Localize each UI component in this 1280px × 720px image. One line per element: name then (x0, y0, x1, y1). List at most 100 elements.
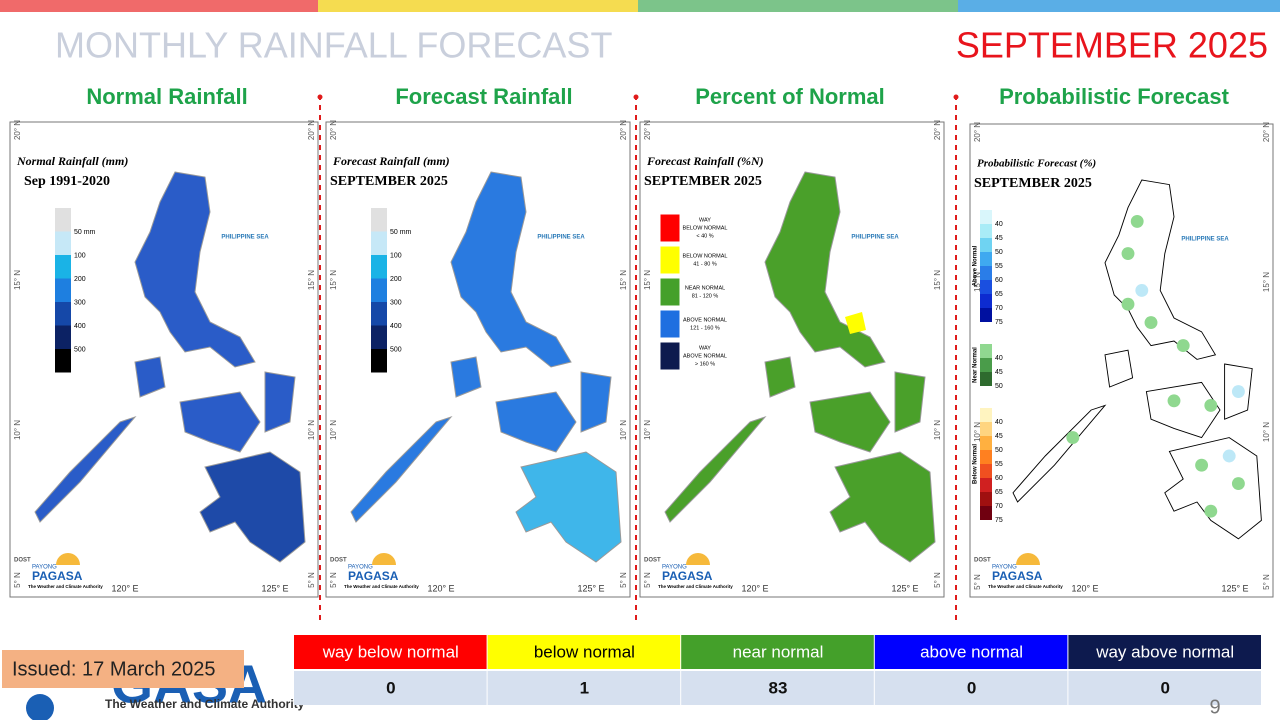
lat-label: 20° N (329, 120, 338, 140)
legend-label: 45 (995, 369, 1003, 376)
legend-label: 300 (74, 299, 86, 306)
lon-label: 125° E (891, 583, 918, 593)
lat-label: 10° N (307, 420, 316, 440)
legend-label: 500 (74, 346, 86, 353)
lat-label: 10° N (643, 420, 652, 440)
lat-label: 10° N (619, 420, 628, 440)
legend-swatch (980, 280, 992, 294)
lat-label: 5° N (619, 572, 628, 588)
logo-tagline: The Weather and Climate Authority (28, 584, 103, 589)
legend-label: 70 (995, 305, 1003, 312)
legend-swatch (980, 372, 992, 386)
legend-label: > 160 % (695, 361, 715, 367)
legend-label: BELOW NORMAL (683, 225, 728, 231)
island (829, 451, 936, 563)
lat-label: 5° N (933, 572, 942, 588)
legend-label: BELOW NORMAL (683, 253, 728, 259)
legend-label: 300 (390, 299, 402, 306)
logo-mark (26, 694, 54, 720)
table-header-cell (294, 635, 487, 669)
lat-label: 20° N (933, 120, 942, 140)
island (580, 371, 612, 433)
legend-label: 65 (995, 489, 1003, 496)
lat-label: 15° N (973, 272, 982, 292)
legend-swatch (659, 213, 681, 243)
lat-label: 15° N (619, 270, 628, 290)
island (764, 356, 796, 398)
legend-swatch (980, 210, 992, 224)
lat-label: 15° N (933, 270, 942, 290)
island (199, 451, 306, 563)
month: SEPTEMBER 2025 (956, 25, 1268, 66)
lat-label: 10° N (13, 420, 22, 440)
table-value: 0 (1160, 678, 1169, 697)
legend-swatch (659, 245, 681, 275)
table-cell (1068, 671, 1261, 705)
sea-label: PHILIPPINE SEA (1181, 237, 1229, 243)
legend-label: 75 (995, 319, 1003, 326)
sea-label: PHILIPPINE SEA (537, 235, 585, 241)
probability-dot (1222, 449, 1236, 463)
legend-swatch (980, 238, 992, 252)
issued: Issued: 17 March 2025 (12, 658, 215, 680)
legend-swatch (980, 478, 992, 492)
legend-swatch (371, 231, 387, 255)
lat-label: 5° N (1262, 574, 1271, 590)
panel-heading: Forecast Rainfall (395, 84, 572, 109)
island (1012, 404, 1107, 503)
top-bar (318, 0, 638, 12)
island (350, 415, 453, 523)
map (350, 171, 622, 563)
lat-label: 20° N (13, 120, 22, 140)
lat-label: 10° N (973, 422, 982, 442)
probability-dot (1195, 458, 1209, 472)
map-title: Forecast Rainfall (%N) (646, 154, 764, 168)
map-panel: 20° N 20° N 15° N 15° N 10° N 10° N 5° N 5° N 12… (9, 120, 319, 598)
lat-label: 20° N (1262, 122, 1271, 142)
map-title: Probabilistic Forecast (%) (977, 158, 1096, 170)
probability-dot (1121, 297, 1135, 311)
logo-brand: DOST (330, 558, 347, 564)
map (34, 171, 306, 563)
island (764, 171, 886, 368)
legend-label: 60 (995, 277, 1003, 284)
lat-label: 5° N (329, 572, 338, 588)
lon-label: 125° E (577, 583, 604, 593)
logo-sub: PAYONG (662, 565, 687, 571)
probability-dot (1176, 339, 1190, 353)
probability-dot (1066, 431, 1080, 445)
lon-label: 120° E (427, 583, 454, 593)
top-bar (958, 0, 1280, 12)
map-panel: 20° N 20° N 15° N 15° N 10° N 10° N 5° N 5° N 12… (639, 120, 945, 598)
lat-label: 15° N (329, 270, 338, 290)
legend-swatch (980, 422, 992, 436)
probability-dot (1204, 504, 1218, 518)
logo-name: PAGASA (662, 569, 713, 583)
legend-swatch (980, 224, 992, 238)
legend-label: 121 - 160 % (690, 325, 720, 331)
island (1145, 381, 1221, 439)
logo-sub: PAYONG (348, 565, 373, 571)
below-normal-area (845, 312, 866, 334)
legend-label: 55 (995, 263, 1003, 270)
legend-label: 65 (995, 291, 1003, 298)
top-bar (0, 0, 318, 12)
lat-label: 10° N (329, 420, 338, 440)
legend-label: 50 mm (390, 229, 412, 236)
table-cell (487, 671, 681, 705)
page-number: 9 (1209, 696, 1220, 718)
legend-swatch (980, 450, 992, 464)
lat-label: 15° N (13, 270, 22, 290)
map-subtitle: Sep 1991-2020 (24, 174, 110, 189)
lat-label: 15° N (643, 270, 652, 290)
legend-swatch (659, 277, 681, 307)
map-title: Forecast Rainfall (mm) (332, 154, 450, 168)
island (495, 391, 577, 453)
legend-label: 400 (74, 323, 86, 330)
legend-label: 50 (995, 249, 1003, 256)
legend-label: 55 (995, 461, 1003, 468)
legend-swatch (371, 349, 387, 373)
